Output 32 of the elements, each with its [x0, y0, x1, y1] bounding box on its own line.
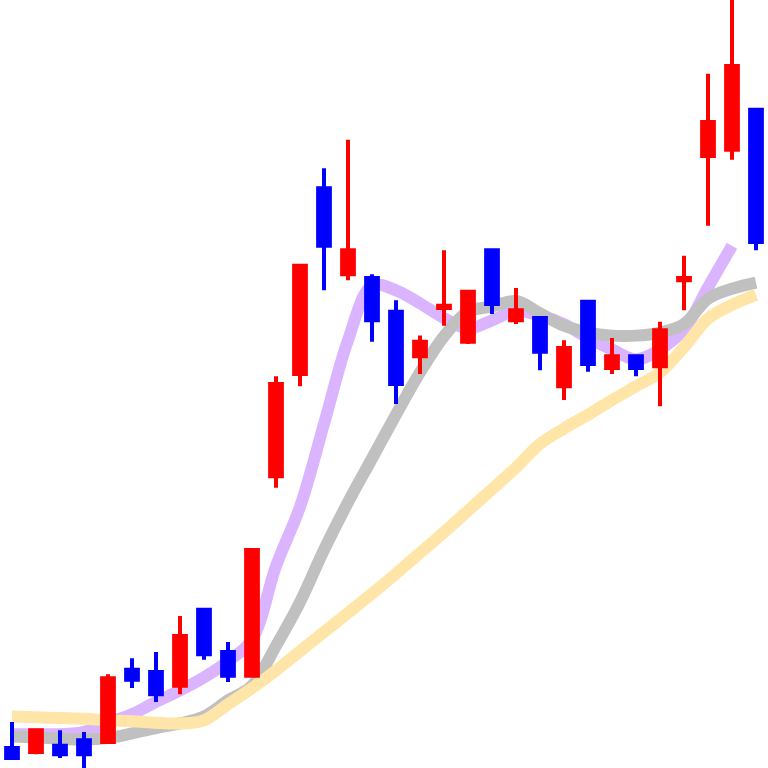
candlestick	[268, 374, 284, 490]
candlestick	[100, 672, 116, 744]
candlestick	[364, 272, 380, 344]
candlestick	[52, 728, 68, 761]
candlestick	[148, 650, 164, 704]
candlestick	[244, 546, 260, 678]
candlestick	[508, 286, 524, 327]
candlestick	[340, 137, 356, 283]
candlestick	[556, 338, 572, 403]
candlestick	[604, 335, 620, 377]
candlestick	[628, 354, 644, 379]
candlestick	[652, 319, 668, 409]
candlestick	[460, 289, 476, 347]
candlestick	[28, 728, 44, 757]
candlestick	[124, 656, 140, 691]
candlestick	[292, 263, 308, 389]
candlestick	[700, 71, 716, 228]
candlestick	[76, 729, 92, 768]
candlestick	[196, 607, 212, 662]
candlestick	[676, 253, 692, 313]
candlestick	[436, 248, 452, 328]
candlestick	[316, 166, 332, 293]
candlestick	[412, 333, 428, 377]
candlestick	[532, 315, 548, 373]
candlestick	[172, 613, 188, 697]
candlestick	[4, 719, 20, 761]
candlestick	[748, 107, 764, 253]
candlestick	[724, 0, 740, 162]
candlestick	[220, 640, 236, 684]
candlestick	[388, 298, 404, 406]
candlestick	[484, 248, 500, 317]
candlestick	[580, 298, 596, 374]
